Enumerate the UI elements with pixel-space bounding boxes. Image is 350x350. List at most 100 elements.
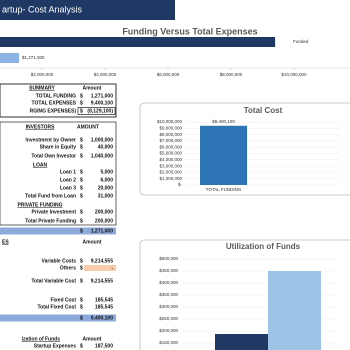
currency: $	[80, 209, 83, 215]
currency: $	[80, 185, 83, 191]
row-header: SUMMARY	[29, 85, 55, 91]
amount: 6,000	[100, 177, 113, 183]
currency: $	[80, 169, 83, 175]
y-tick-label: $300,000	[159, 304, 178, 309]
row-label: Loan 3	[60, 185, 76, 191]
currency: $	[80, 278, 83, 284]
row-header: INVESTORS	[26, 124, 55, 130]
row-label: TOTAL FUNDING	[36, 93, 76, 99]
amount: 185,545	[95, 304, 113, 310]
currency: $	[80, 218, 83, 224]
row-label: Loan 1	[60, 169, 76, 175]
y-tick-label: $8,000,000	[159, 132, 182, 137]
data-label: $9,400,100	[212, 119, 235, 124]
row-label: Total Private Funding	[25, 218, 76, 224]
row-label: Total Variable Cost	[31, 278, 76, 284]
row-label: Fixed Cost	[50, 297, 76, 303]
currency: $	[80, 137, 83, 143]
currency: $	[80, 304, 83, 310]
chart-title: Utilization of Funds	[226, 242, 301, 251]
currency: $	[80, 265, 83, 271]
row-label: Others	[60, 265, 76, 271]
amount: (8,129,100)	[87, 108, 113, 114]
amount: 1,271,000	[91, 93, 113, 99]
amount: 20,000	[98, 185, 114, 191]
row-header: ization of Funds	[22, 336, 61, 342]
amount: 31,000	[98, 193, 114, 199]
row-label: TOTAL EXPENSES	[32, 100, 77, 106]
x-tick-label: $8,000,000	[220, 72, 243, 77]
x-tick-label: $4,000,000	[94, 72, 117, 77]
y-tick-label: $7,000,000	[159, 138, 182, 143]
result-box	[77, 107, 116, 115]
currency: $	[80, 343, 83, 349]
column-header: Amount	[83, 239, 102, 245]
row-label: Total Fixed Cost	[37, 304, 76, 310]
y-tick-label: $500,000	[159, 256, 178, 261]
row-header: PRIVATE FUNDING	[17, 202, 62, 208]
currency: $	[80, 193, 83, 199]
total-band	[0, 314, 116, 322]
amount: -	[111, 265, 113, 271]
row-label: Startup Expenses	[34, 343, 76, 349]
row-header: LOAN	[33, 162, 48, 168]
y-tick-label: $10,000,000	[157, 119, 183, 124]
row-header: ES	[2, 239, 9, 245]
currency: $	[80, 100, 83, 106]
currency: $	[80, 144, 83, 150]
amount: 9,400,100	[91, 100, 113, 106]
row-label: Share in Equity	[40, 144, 77, 150]
currency: $	[80, 108, 83, 114]
y-tick-label: $1,000,000	[159, 176, 182, 181]
amount: 9,400,100	[91, 315, 113, 321]
amount: 187,500	[95, 343, 113, 349]
row-label: Total Fund from Loan	[25, 193, 76, 199]
column-header: AMOUNT	[77, 124, 99, 130]
x-tick-label: TOTAL FUNDING	[206, 187, 242, 192]
x-tick-label: $2,000,000	[31, 72, 54, 77]
total-band	[0, 227, 116, 235]
y-tick-label: $200,000	[159, 328, 178, 333]
y-tick-label: $5,000,000	[159, 151, 182, 156]
y-tick-label: $6,000,000	[159, 144, 182, 149]
y-tick-label: $-	[178, 182, 183, 187]
annotation: Funded	[293, 39, 309, 44]
investors-box	[0, 121, 117, 226]
amount: 1,000,000	[91, 137, 113, 143]
x-tick-label: $6,000,000	[157, 72, 180, 77]
y-tick-label: $350,000	[159, 292, 178, 297]
y-tick-label: $400,000	[159, 280, 178, 285]
chart-title: Total Cost	[244, 106, 283, 115]
column-header: Amount	[83, 85, 102, 91]
summary-box	[0, 83, 117, 118]
amount: 200,000	[95, 218, 113, 224]
sheet-title: artup- Cost Analysis	[2, 4, 83, 14]
bar	[0, 53, 20, 63]
amount: 5,000	[100, 169, 113, 175]
y-tick-label: $2,000,000	[159, 170, 182, 175]
row-label: Investment by Owner	[25, 137, 76, 143]
currency: $	[80, 93, 83, 99]
amount: 200,000	[95, 209, 113, 215]
row-label: RGING EXPENSES)	[30, 108, 77, 114]
amount: 185,545	[95, 297, 113, 303]
x-tick-label: $10,000,000	[281, 72, 307, 77]
bar	[215, 334, 268, 350]
currency: $	[80, 153, 83, 159]
amount: 9,214,555	[91, 258, 113, 264]
y-tick-label: $250,000	[159, 316, 178, 321]
row-label: Loan 2	[60, 177, 76, 183]
chart-title: Funding Versus Total Expenses	[122, 26, 257, 36]
currency: $	[80, 258, 83, 264]
y-tick-label: $9,000,000	[159, 125, 182, 130]
amount: 1,040,000	[91, 153, 113, 159]
row-label: Total Own Investor	[31, 153, 76, 159]
bar	[0, 37, 276, 47]
currency: $	[80, 315, 83, 321]
bar	[200, 125, 247, 185]
row-label: Private Investment	[32, 209, 77, 215]
row-label: Variable Costs	[42, 258, 77, 264]
bar	[268, 271, 321, 350]
